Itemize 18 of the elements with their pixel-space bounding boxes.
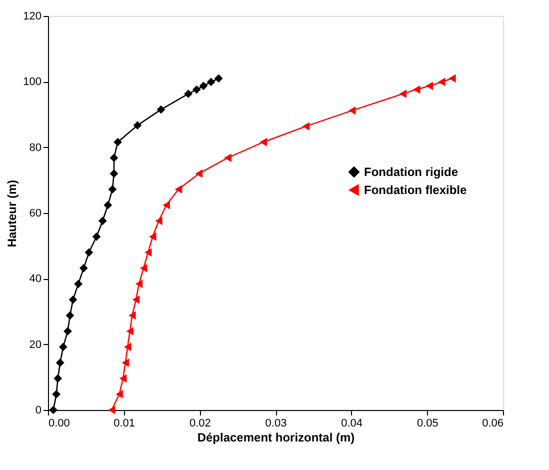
x-tick-label: 0.00: [48, 418, 70, 430]
x-tick-label: 0.02: [189, 418, 211, 430]
x-tick-label: 0.05: [416, 418, 438, 430]
y-tick-label: 0: [35, 404, 42, 416]
x-tick-label: 0.04: [341, 418, 363, 430]
y-tick-label: 100: [23, 76, 42, 88]
legend-label: Fondation flexible: [364, 183, 467, 197]
y-tick-label: 80: [29, 142, 42, 154]
y-tick-label: 40: [29, 273, 42, 286]
y-tick-label: 20: [29, 338, 42, 351]
x-axis-title: Déplacement horizontal (m): [197, 430, 355, 444]
x-tick-label: 0.06: [482, 418, 504, 430]
y-axis-title: Hauteur (m): [5, 180, 20, 248]
legend-label: Fondation rigide: [364, 165, 458, 179]
y-tick-label: 60: [29, 208, 42, 220]
x-tick-label: 0.01: [114, 418, 136, 430]
y-tick-label: 120: [23, 10, 42, 22]
x-tick-label: 0.03: [265, 418, 287, 430]
